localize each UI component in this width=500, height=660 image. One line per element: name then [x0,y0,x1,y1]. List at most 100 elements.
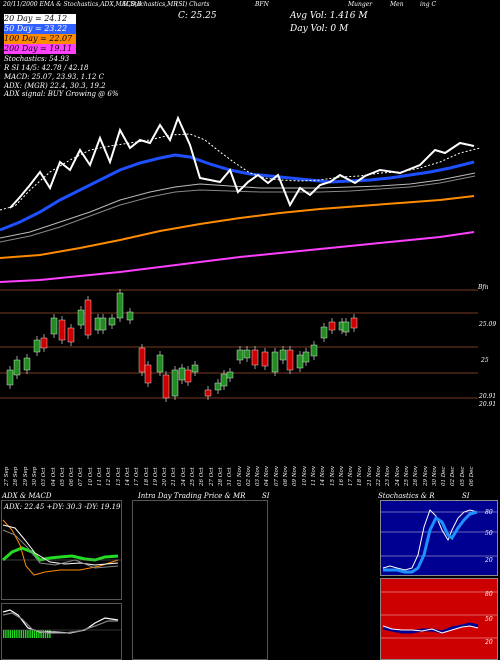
price-level-label: 20.91 [479,393,497,400]
date-label: 21 Oct [171,467,178,486]
sma-line [0,175,476,243]
date-label: 17 Oct [134,467,141,486]
ema100-line [0,195,475,259]
date-label: 31 Oct [227,467,234,486]
close-price-line [9,115,475,209]
stoch-level-50: 50 [485,530,493,537]
date-label: 06 Oct [69,467,76,486]
date-label: 02 Nov [245,466,252,486]
ema200-line [0,231,475,283]
candle-body [261,351,269,367]
stochastics-panel-title: Stochastics & R [378,492,435,500]
candle-body [67,327,75,343]
rsi-readout: R SI 14/5: 42.78 / 42.18 [4,64,89,72]
date-label: 25 Nov [403,466,410,486]
date-label: 14 Nov [320,466,327,486]
candle-body [108,317,116,326]
date-label: 01 Nov [236,466,243,486]
adx-panel-title: ADX & MACD [2,492,52,500]
intraday-panel [132,500,268,660]
stochastics-panel-si: SI [462,492,470,500]
candle-body [144,364,152,384]
candle-body [302,351,310,363]
date-label: 17 Nov [348,466,355,486]
date-label: 20 Oct [162,467,169,486]
date-label: 08 Nov [283,466,289,486]
price-level-label: 25 [481,357,489,364]
candle-body [286,349,294,371]
chart-title-part-6: Men [390,1,404,8]
ema200-legend: 200 Day = 19.11 [4,44,76,54]
stoch-level-20: 20 [485,557,493,564]
date-label: 29 Nov [422,466,429,486]
candle-body [204,389,212,397]
adx-readout: ADX: (MGR) 22.4, 30.3, 19.2 [4,82,106,90]
date-label: 22 Nov [376,466,382,486]
rsi-level-80: 80 [485,591,493,598]
date-label: 07 Oct [78,467,85,486]
date-label: 27 Oct [208,467,215,486]
candle-body [162,374,170,399]
intraday-panel-si: SI [262,492,270,500]
chart-title-part-2: SI,Stochastics,MR [122,1,178,8]
date-label: 19 Oct [152,467,159,486]
candle-body [84,299,92,336]
ema50-legend: 50 Day = 23.22 [4,24,76,34]
date-label: 24 Oct [180,467,187,486]
date-label: 30 Sep [31,466,38,486]
chart-title-part-1: 20/11/2000 EMA & Stochastics,ADX,MACD,B [3,1,142,8]
macd-panel [1,603,122,660]
candle-body [251,349,259,366]
stochastics-readout: Stochastics: 54.93 [4,55,70,63]
candle-body [191,364,199,373]
date-label: 28 Nov [413,466,420,486]
stoch-level-80: 80 [485,509,493,516]
ema20-legend: 20 Day = 24.12 [4,14,76,24]
date-label: 03 Nov [255,466,262,486]
date-label: 11 Oct [97,467,103,486]
date-label: 23 Nov [385,466,392,486]
date-label: 12 Oct [106,467,113,486]
close-price: C: 25.25 [178,11,217,21]
chart-title-part-5: Munger [348,1,373,8]
date-label: 25 Oct [190,467,196,486]
candle-body [99,317,107,331]
candle-body [138,347,146,373]
candle-body [6,369,14,386]
date-label: 16 Nov [338,466,345,486]
candle-body [178,367,186,381]
date-label: 14 Oct [124,467,131,486]
candle-body [126,311,134,321]
candle-body [350,317,358,329]
price-axis-top-label: Bfn [478,284,489,291]
candle-body [171,369,179,397]
candle-body [226,371,234,379]
chart-symbol: BFN [255,1,269,8]
candle-body [279,349,287,361]
candle-body [236,349,244,361]
date-label: 05 Oct [59,467,66,486]
candle-body [220,373,228,387]
date-label: 28 Sep [13,466,20,486]
candle-body [13,359,21,376]
date-label: 28 Oct [217,467,224,486]
candle-body [156,354,164,373]
candle-body [23,357,31,371]
adx-panel: ADX: 22.45 +DY: 30.3 -DY: 19.19 [1,500,122,600]
intraday-panel-title: Intra Day Trading Price & MR [138,492,246,500]
date-label: 26 Oct [199,467,206,486]
stochastics-panel: 80 50 20 [380,500,498,576]
candle-body [310,344,318,357]
date-label: 04 Nov [264,466,271,486]
date-label: 11 Nov [310,466,317,486]
date-label: 18 Oct [143,467,150,486]
date-label: 21 Nov [366,466,373,486]
date-label: 24 Nov [394,466,401,486]
ema-lines [0,115,481,283]
candle-body [328,321,336,331]
price-chart [0,115,481,402]
candle-body [50,317,58,335]
candle-body [184,369,192,383]
date-label: 09 Nov [292,466,299,486]
candle-body [33,339,41,353]
